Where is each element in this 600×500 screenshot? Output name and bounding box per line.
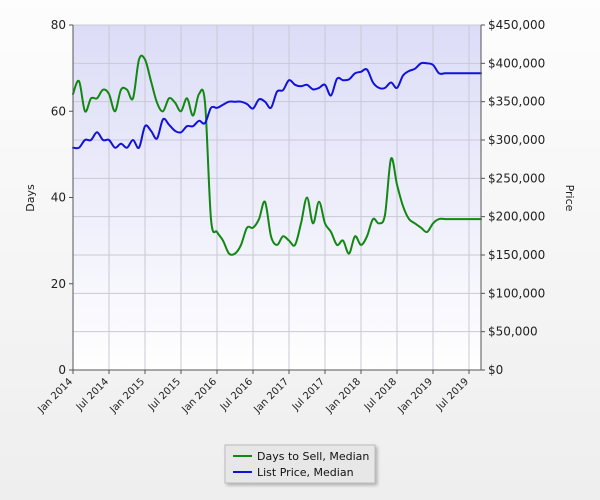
left-tick-label: 40 (51, 191, 66, 205)
x-tick-label: Jan 2018 (323, 376, 363, 416)
right-tick-label: $200,000 (488, 210, 545, 224)
left-tick-label: 80 (51, 18, 66, 32)
right-tick-label: $100,000 (488, 286, 545, 300)
x-tick-label: Jul 2014 (74, 376, 111, 413)
x-tick-label: Jan 2014 (35, 376, 75, 416)
right-tick-label: $350,000 (488, 95, 545, 109)
right-axis-ticks: $0 $50,000 $100,000 $150,000 $200,000 $250,00… (481, 18, 545, 377)
right-tick-label: $150,000 (488, 248, 545, 262)
left-axis-title: Days (24, 184, 37, 212)
x-tick-label: Jul 2015 (146, 376, 183, 413)
legend-label-price: List Price, Median (257, 466, 354, 479)
legend-label-days: Days to Sell, Median (257, 450, 369, 463)
plot-area (73, 25, 481, 370)
right-tick-label: $50,000 (488, 325, 538, 339)
x-tick-label: Jan 2017 (251, 376, 291, 416)
x-tick-label: Jul 2019 (434, 376, 471, 413)
x-tick-label: Jan 2016 (179, 376, 219, 416)
right-tick-label: $300,000 (488, 133, 545, 147)
left-tick-label: 20 (51, 277, 66, 291)
legend-box (224, 444, 376, 484)
left-tick-label: 0 (58, 363, 66, 377)
right-tick-label: $250,000 (488, 171, 545, 185)
right-tick-label: $0 (488, 363, 503, 377)
x-tick-label: Jul 2016 (218, 376, 255, 413)
right-axis-title: Price (563, 185, 576, 212)
legend: Days to Sell, Median List Price, Median (224, 444, 376, 484)
right-tick-label: $400,000 (488, 56, 545, 70)
series-line-days-to-sell (72, 54, 482, 256)
left-tick-label: 60 (51, 104, 66, 118)
series-group (72, 54, 482, 256)
x-tick-label: Jan 2015 (107, 376, 147, 416)
series-line-list-price (72, 61, 482, 150)
x-tick-label: Jan 2019 (395, 376, 435, 416)
x-tick-label: Jul 2018 (362, 376, 399, 413)
x-tick-label: Jul 2017 (290, 376, 327, 413)
left-axis-ticks: 0 20 40 60 80 (51, 18, 73, 377)
right-tick-label: $450,000 (488, 18, 545, 32)
